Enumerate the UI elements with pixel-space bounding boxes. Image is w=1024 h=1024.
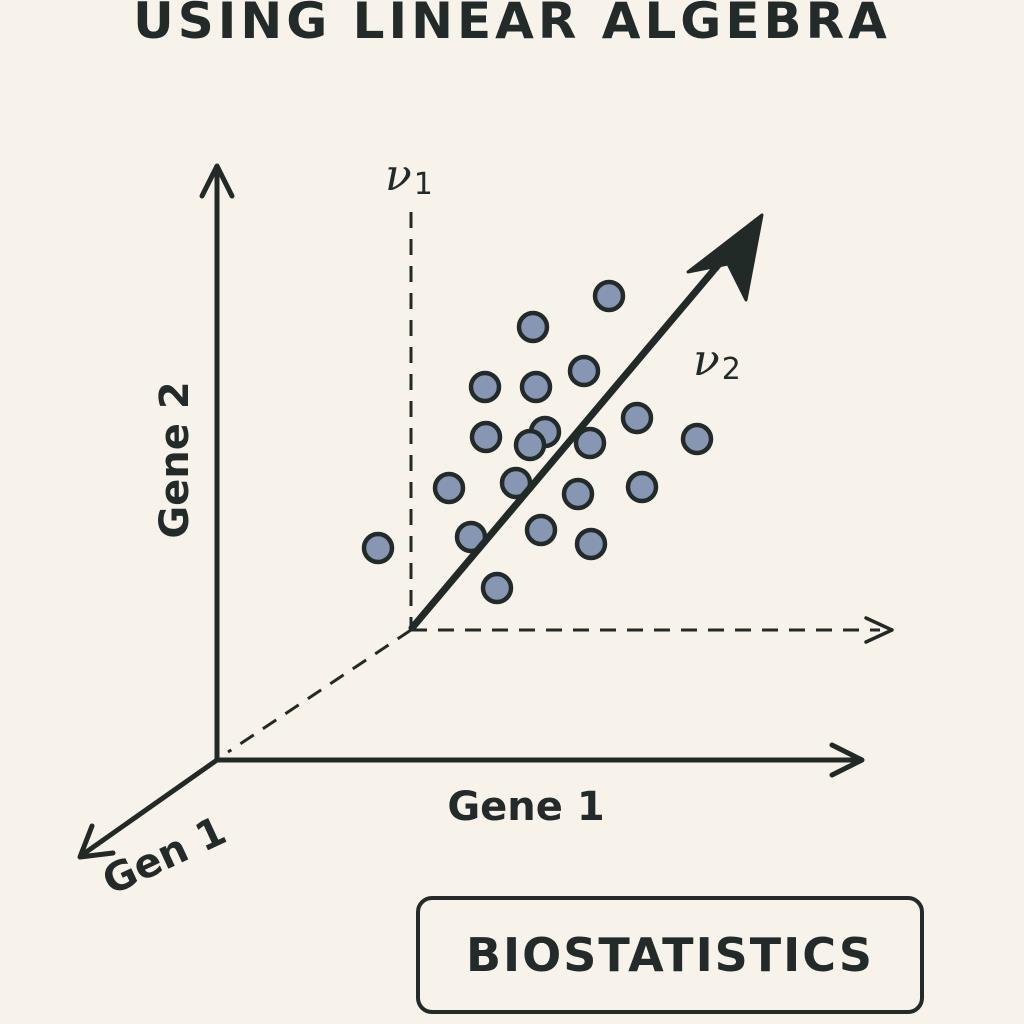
data-point [432,471,466,505]
data-point [561,477,595,511]
data-point [361,531,395,565]
data-point [620,401,654,435]
data-point [480,571,514,605]
diagram-title: USING LINEAR ALGEBRA [133,0,891,50]
data-point [573,426,607,460]
data-point [469,420,503,454]
v2-label: ν2 [693,335,741,387]
data-point [516,310,550,344]
z-axis-line [79,757,220,858]
v2-vector-line [408,241,739,632]
v2-vector-arrowhead [686,213,764,302]
data-point [680,422,714,456]
z-axis-arrow [77,823,116,860]
data-point [519,370,553,404]
x-axis-label: Gene 1 [447,784,604,830]
v1-label: ν1 [385,150,433,202]
z-axis-label: Gen 1 [96,808,233,905]
biostatistics-badge: BIOSTATISTICS [416,896,924,1014]
data-point [592,279,626,313]
x-axis-arrow [829,742,865,778]
data-point [574,527,608,561]
data-points [361,279,714,605]
y-axis-label: Gene 2 [152,381,198,538]
inner-x-dashed-arrow [864,616,894,644]
data-point [567,354,601,388]
y-axis-arrow [199,163,235,199]
data-point [524,513,558,547]
data-point [625,470,659,504]
data-point [513,428,547,462]
data-point [468,370,502,404]
depth-dashed-line [227,628,412,754]
